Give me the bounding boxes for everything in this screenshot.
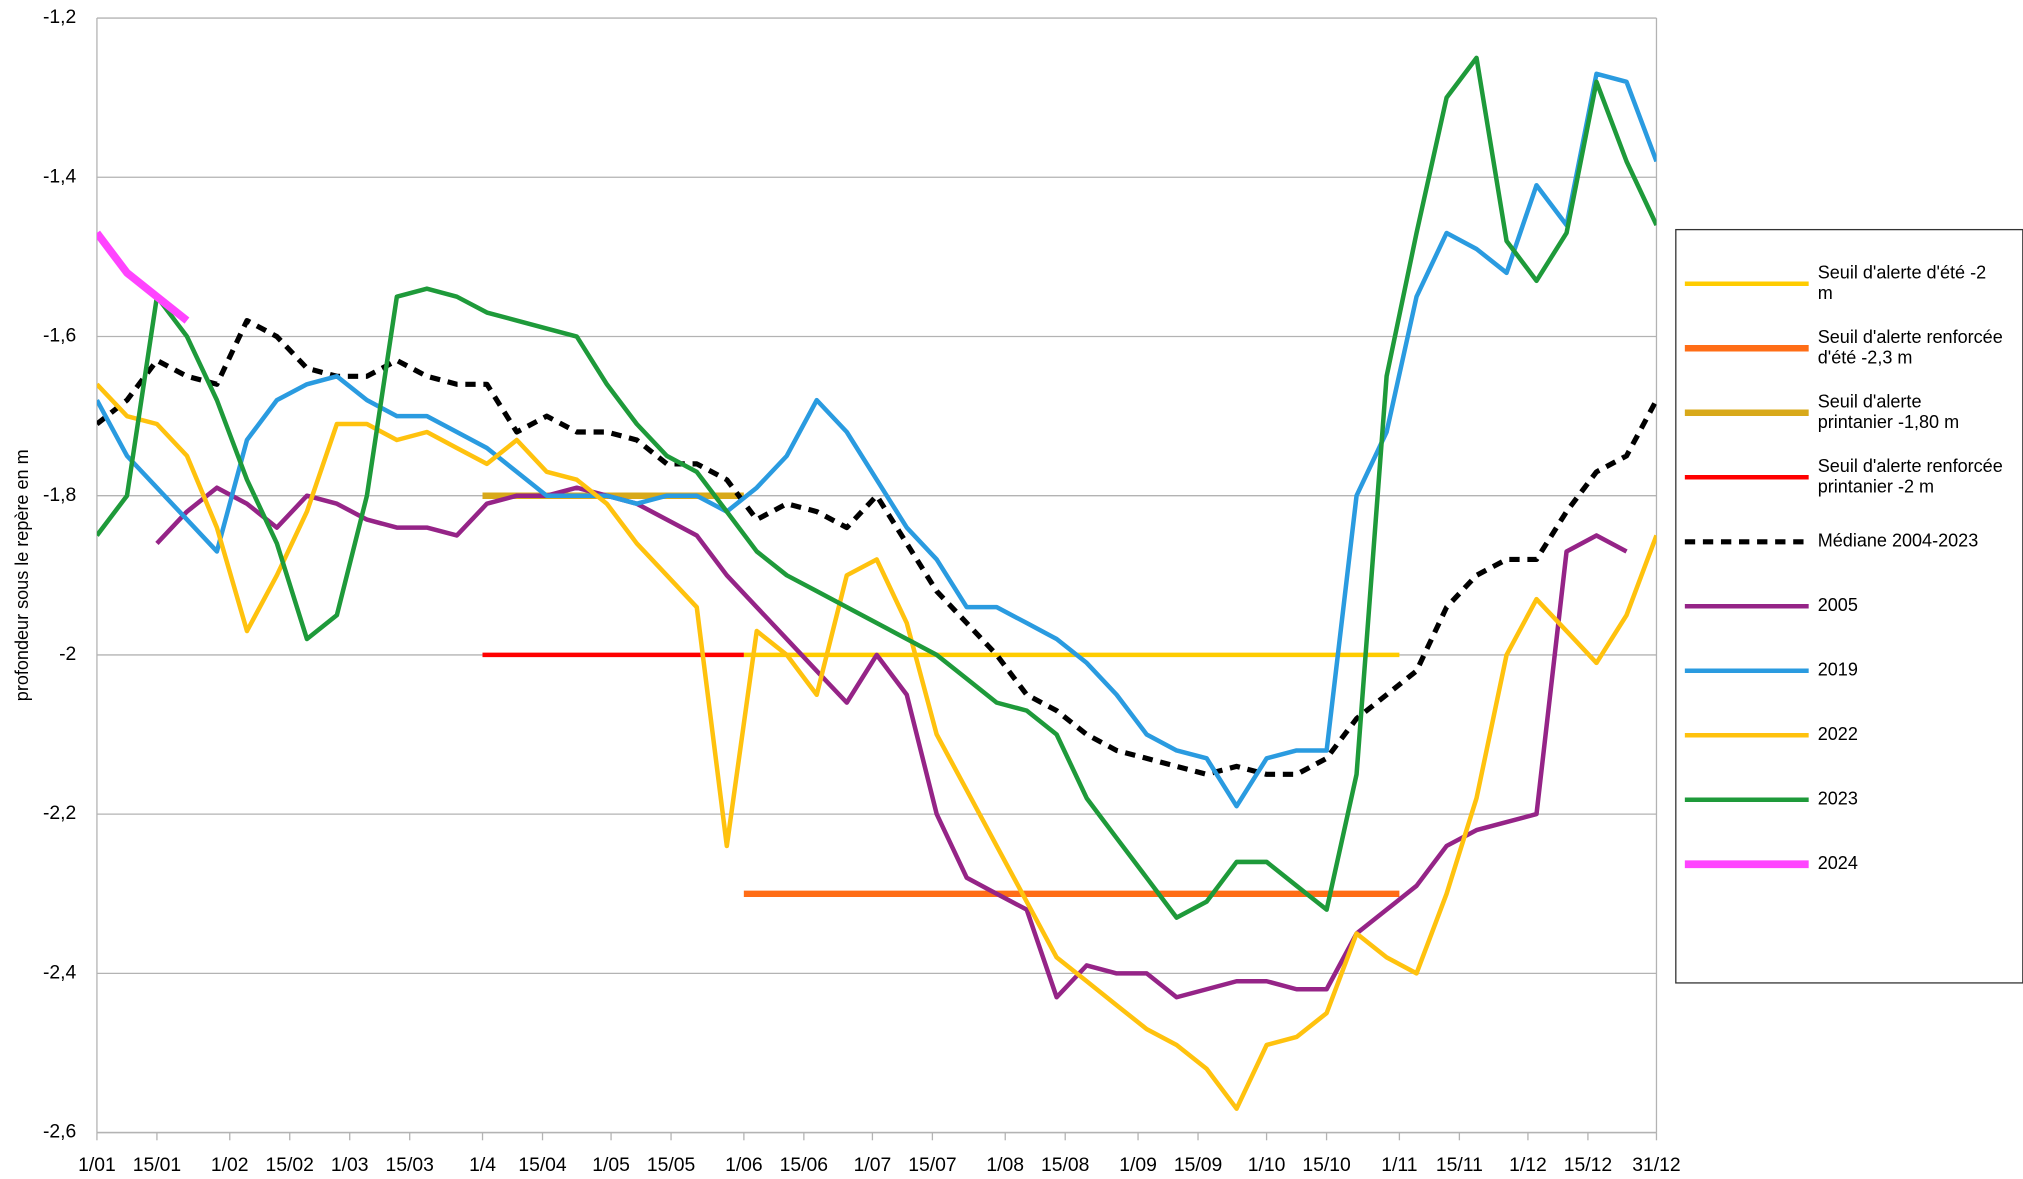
legend-label: 2023	[1818, 789, 1858, 809]
y-tick-label: -2,2	[43, 802, 76, 824]
x-tick-label: 1/4	[469, 1154, 496, 1176]
x-tick-label: 15/04	[518, 1154, 567, 1176]
legend-label: Médiane 2004-2023	[1818, 531, 1979, 551]
x-tick-label: 15/06	[780, 1154, 828, 1176]
x-tick-label: 1/10	[1248, 1154, 1286, 1176]
x-tick-label: 15/09	[1174, 1154, 1222, 1176]
legend-label: Seuil d'alerte d'été -2 m	[1818, 262, 1986, 303]
x-tick-label: 1/11	[1381, 1154, 1417, 1176]
legend-label: Seuil d'alerte renforcée printanier -2 m	[1818, 456, 2003, 497]
x-tick-label: 15/08	[1041, 1154, 1089, 1176]
x-tick-label: 15/05	[647, 1154, 695, 1176]
x-tick-label: 15/10	[1302, 1154, 1350, 1176]
y-tick-label: -2,4	[43, 961, 77, 983]
x-tick-label: 1/12	[1509, 1154, 1547, 1176]
y-tick-label: -1,2	[43, 6, 76, 28]
x-tick-label: 1/09	[1119, 1154, 1157, 1176]
series-line	[96, 71, 1657, 809]
x-tick-label: 1/03	[331, 1154, 369, 1176]
series-line	[155, 485, 1628, 1000]
x-tick-label: 15/11	[1436, 1154, 1483, 1176]
x-tick-label: 15/01	[133, 1154, 181, 1176]
series-line	[96, 382, 1657, 1111]
y-tick-label: -1,8	[43, 484, 76, 506]
legend-label: 2019	[1818, 660, 1858, 680]
legend-label: Seuil d'alerte renforcée d'été -2,3 m	[1818, 327, 2003, 368]
x-tick-label: 15/02	[266, 1154, 314, 1176]
x-tick-label: 15/12	[1564, 1154, 1612, 1176]
y-tick-label: -2	[59, 643, 76, 665]
x-tick-label: 1/07	[854, 1154, 892, 1176]
x-tick-label: 15/03	[386, 1154, 434, 1176]
series-line	[96, 230, 190, 324]
y-tick-label: -1,4	[43, 165, 77, 187]
legend-label: 2005	[1818, 595, 1858, 615]
x-tick-label: 1/05	[592, 1154, 630, 1176]
series-line	[96, 55, 1657, 920]
y-axis-label: profondeur sous le repère en m	[12, 449, 32, 701]
x-tick-label: 1/01	[78, 1154, 116, 1176]
legend-label: 2024	[1818, 853, 1858, 873]
x-tick-label: 31/12	[1632, 1154, 1680, 1176]
x-tick-label: 1/06	[725, 1154, 763, 1176]
y-tick-label: -2,6	[43, 1121, 76, 1143]
y-tick-label: -1,6	[43, 325, 76, 347]
x-tick-label: 15/07	[908, 1154, 956, 1176]
plot-area	[96, 55, 1657, 1111]
x-tick-label: 1/08	[986, 1154, 1024, 1176]
legend-label: Seuil d'alerte printanier -1,80 m	[1818, 391, 1959, 432]
legend-label: 2022	[1818, 724, 1858, 744]
x-tick-label: 1/02	[211, 1154, 249, 1176]
series-line	[96, 317, 1657, 777]
